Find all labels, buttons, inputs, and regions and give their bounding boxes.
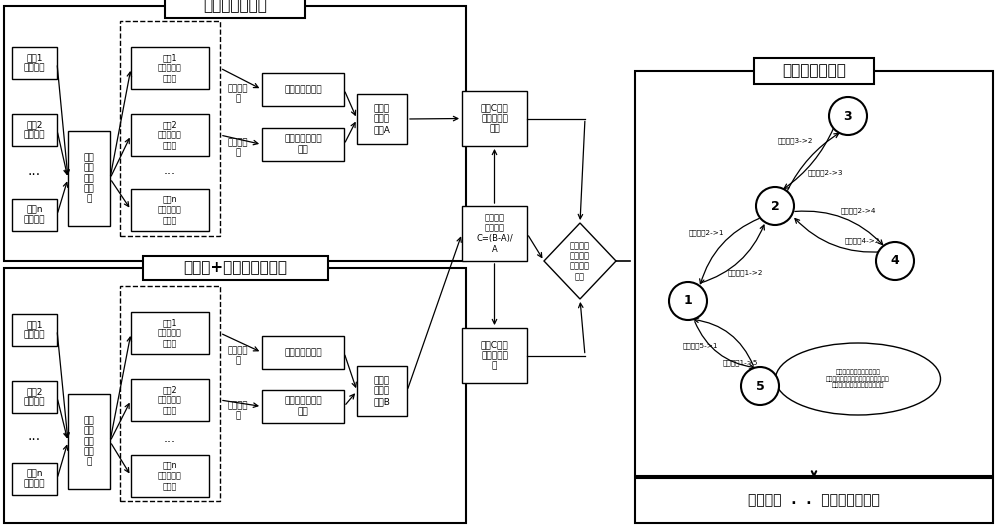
- Bar: [131, 114, 209, 156]
- Text: 组件2
离散区间时
间序列: 组件2 离散区间时 间序列: [158, 120, 182, 150]
- Text: 信息差异3->2: 信息差异3->2: [777, 138, 813, 144]
- Bar: [462, 206, 527, 261]
- Bar: [357, 366, 407, 416]
- Text: 每个节点包含自信息熵差异
自信息差异越大代表节点不确定性的熵
增，该节点发生故障可能性越大: 每个节点包含自信息熵差异 自信息差异越大代表节点不确定性的熵 增，该节点发生故障…: [826, 370, 890, 388]
- Bar: [4, 268, 466, 523]
- Circle shape: [741, 367, 779, 405]
- Text: 信息差异1->2: 信息差异1->2: [727, 270, 763, 276]
- Bar: [131, 312, 209, 354]
- FancyArrowPatch shape: [795, 211, 883, 245]
- Text: 正常段时间序列: 正常段时间序列: [203, 0, 267, 13]
- Text: 信息差异2->3: 信息差异2->3: [807, 170, 843, 176]
- Text: ...: ...: [28, 164, 41, 178]
- Text: 组件1
离散区间时
间序列: 组件1 离散区间时 间序列: [158, 53, 182, 83]
- Bar: [262, 390, 344, 423]
- Text: 信息差异5->1: 信息差异5->1: [682, 342, 718, 349]
- Bar: [754, 58, 874, 84]
- Text: 特征拟合  .  .  故障备选集排序: 特征拟合 . . 故障备选集排序: [748, 493, 880, 508]
- Text: 信息差异1->5: 信息差异1->5: [722, 359, 758, 366]
- Bar: [262, 73, 344, 106]
- Bar: [143, 256, 328, 280]
- Text: 组件2
时间序列: 组件2 时间序列: [24, 121, 45, 140]
- Text: 正常段+告警段时间序列: 正常段+告警段时间序列: [183, 261, 287, 276]
- Text: 自信息熵计算器: 自信息熵计算器: [284, 85, 322, 94]
- Bar: [68, 131, 110, 226]
- Bar: [12, 199, 57, 231]
- FancyArrowPatch shape: [700, 218, 759, 284]
- Bar: [12, 381, 57, 413]
- Text: ...: ...: [164, 432, 176, 444]
- Text: 单序列输
入: 单序列输 入: [228, 84, 248, 104]
- FancyArrowPatch shape: [695, 322, 754, 369]
- Text: 3: 3: [844, 109, 852, 123]
- Text: 判断矩阵
元素是否
超过设定
阈值: 判断矩阵 元素是否 超过设定 阈值: [570, 241, 590, 281]
- Bar: [120, 286, 220, 501]
- Text: 组件n
时间序列: 组件n 时间序列: [24, 469, 45, 489]
- Bar: [12, 463, 57, 495]
- Text: 组件2
时间序列: 组件2 时间序列: [24, 387, 45, 407]
- Text: 双序列输
入: 双序列输 入: [228, 138, 248, 158]
- FancyArrowPatch shape: [784, 128, 834, 189]
- Bar: [120, 21, 220, 236]
- Bar: [462, 328, 527, 383]
- Text: 5: 5: [756, 380, 764, 392]
- Text: 组件1
时间序列: 组件1 时间序列: [24, 320, 45, 340]
- Text: 连续
时间
序列
离散
化: 连续 时间 序列 离散 化: [84, 153, 94, 204]
- Ellipse shape: [776, 343, 940, 415]
- Text: ...: ...: [28, 429, 41, 443]
- FancyArrowPatch shape: [788, 133, 839, 190]
- Text: 建立信息
差异矩阵
C=(B-A)/
A: 建立信息 差异矩阵 C=(B-A)/ A: [476, 213, 513, 254]
- Circle shape: [876, 242, 914, 280]
- Bar: [131, 47, 209, 89]
- Text: 信息差异图模型: 信息差异图模型: [782, 64, 846, 79]
- Circle shape: [756, 187, 794, 225]
- Bar: [635, 71, 993, 476]
- Text: 组件n
离散区间时
间序列: 组件n 离散区间时 间序列: [158, 461, 182, 491]
- Bar: [131, 379, 209, 421]
- Bar: [68, 394, 110, 489]
- Text: 2: 2: [771, 200, 779, 212]
- Polygon shape: [544, 223, 616, 299]
- Bar: [635, 478, 993, 523]
- Bar: [12, 314, 57, 346]
- Circle shape: [829, 97, 867, 135]
- Text: 组件n
时间序列: 组件n 时间序列: [24, 205, 45, 225]
- Text: 信息差异2->4: 信息差异2->4: [840, 208, 876, 215]
- Text: 4: 4: [891, 254, 899, 268]
- Bar: [357, 94, 407, 144]
- Text: 信息差异4->2: 信息差异4->2: [844, 238, 880, 244]
- FancyArrowPatch shape: [795, 219, 883, 252]
- Bar: [165, 0, 305, 18]
- Text: 组件n
离散区间时
间序列: 组件n 离散区间时 间序列: [158, 195, 182, 225]
- Text: 双序列输
入: 双序列输 入: [228, 401, 248, 421]
- Bar: [131, 189, 209, 231]
- Text: 自信息熵计算器: 自信息熵计算器: [284, 348, 322, 357]
- Text: 组件2
离散区间时
间序列: 组件2 离散区间时 间序列: [158, 385, 182, 415]
- Text: 建立信
息相关
矩阵B: 建立信 息相关 矩阵B: [374, 376, 390, 406]
- Text: 组件1
离散区间时
间序列: 组件1 离散区间时 间序列: [158, 318, 182, 348]
- Bar: [262, 128, 344, 161]
- Text: 连续
时间
序列
离散
化: 连续 时间 序列 离散 化: [84, 416, 94, 467]
- Text: 矩阵C非对
角线元素归
一化: 矩阵C非对 角线元素归 一化: [481, 104, 508, 133]
- Text: 互信息传递熵计
算器: 互信息传递熵计 算器: [284, 135, 322, 154]
- Bar: [4, 6, 466, 261]
- Text: 矩阵C对角
线元素归一
化: 矩阵C对角 线元素归一 化: [481, 340, 508, 371]
- Bar: [12, 47, 57, 79]
- Bar: [462, 91, 527, 146]
- FancyArrowPatch shape: [700, 225, 764, 283]
- Bar: [262, 336, 344, 369]
- Text: 1: 1: [684, 295, 692, 307]
- Bar: [131, 455, 209, 497]
- Bar: [12, 114, 57, 146]
- Text: 建立信
息相关
矩阵A: 建立信 息相关 矩阵A: [374, 104, 390, 134]
- FancyArrowPatch shape: [694, 318, 753, 365]
- Text: 互信息传递熵计
算器: 互信息传递熵计 算器: [284, 397, 322, 416]
- Text: 信息差异2->1: 信息差异2->1: [688, 230, 724, 236]
- Circle shape: [669, 282, 707, 320]
- Text: 组件1
时间序列: 组件1 时间序列: [24, 53, 45, 73]
- Text: ...: ...: [164, 165, 176, 177]
- Text: 单序列输
入: 单序列输 入: [228, 346, 248, 366]
